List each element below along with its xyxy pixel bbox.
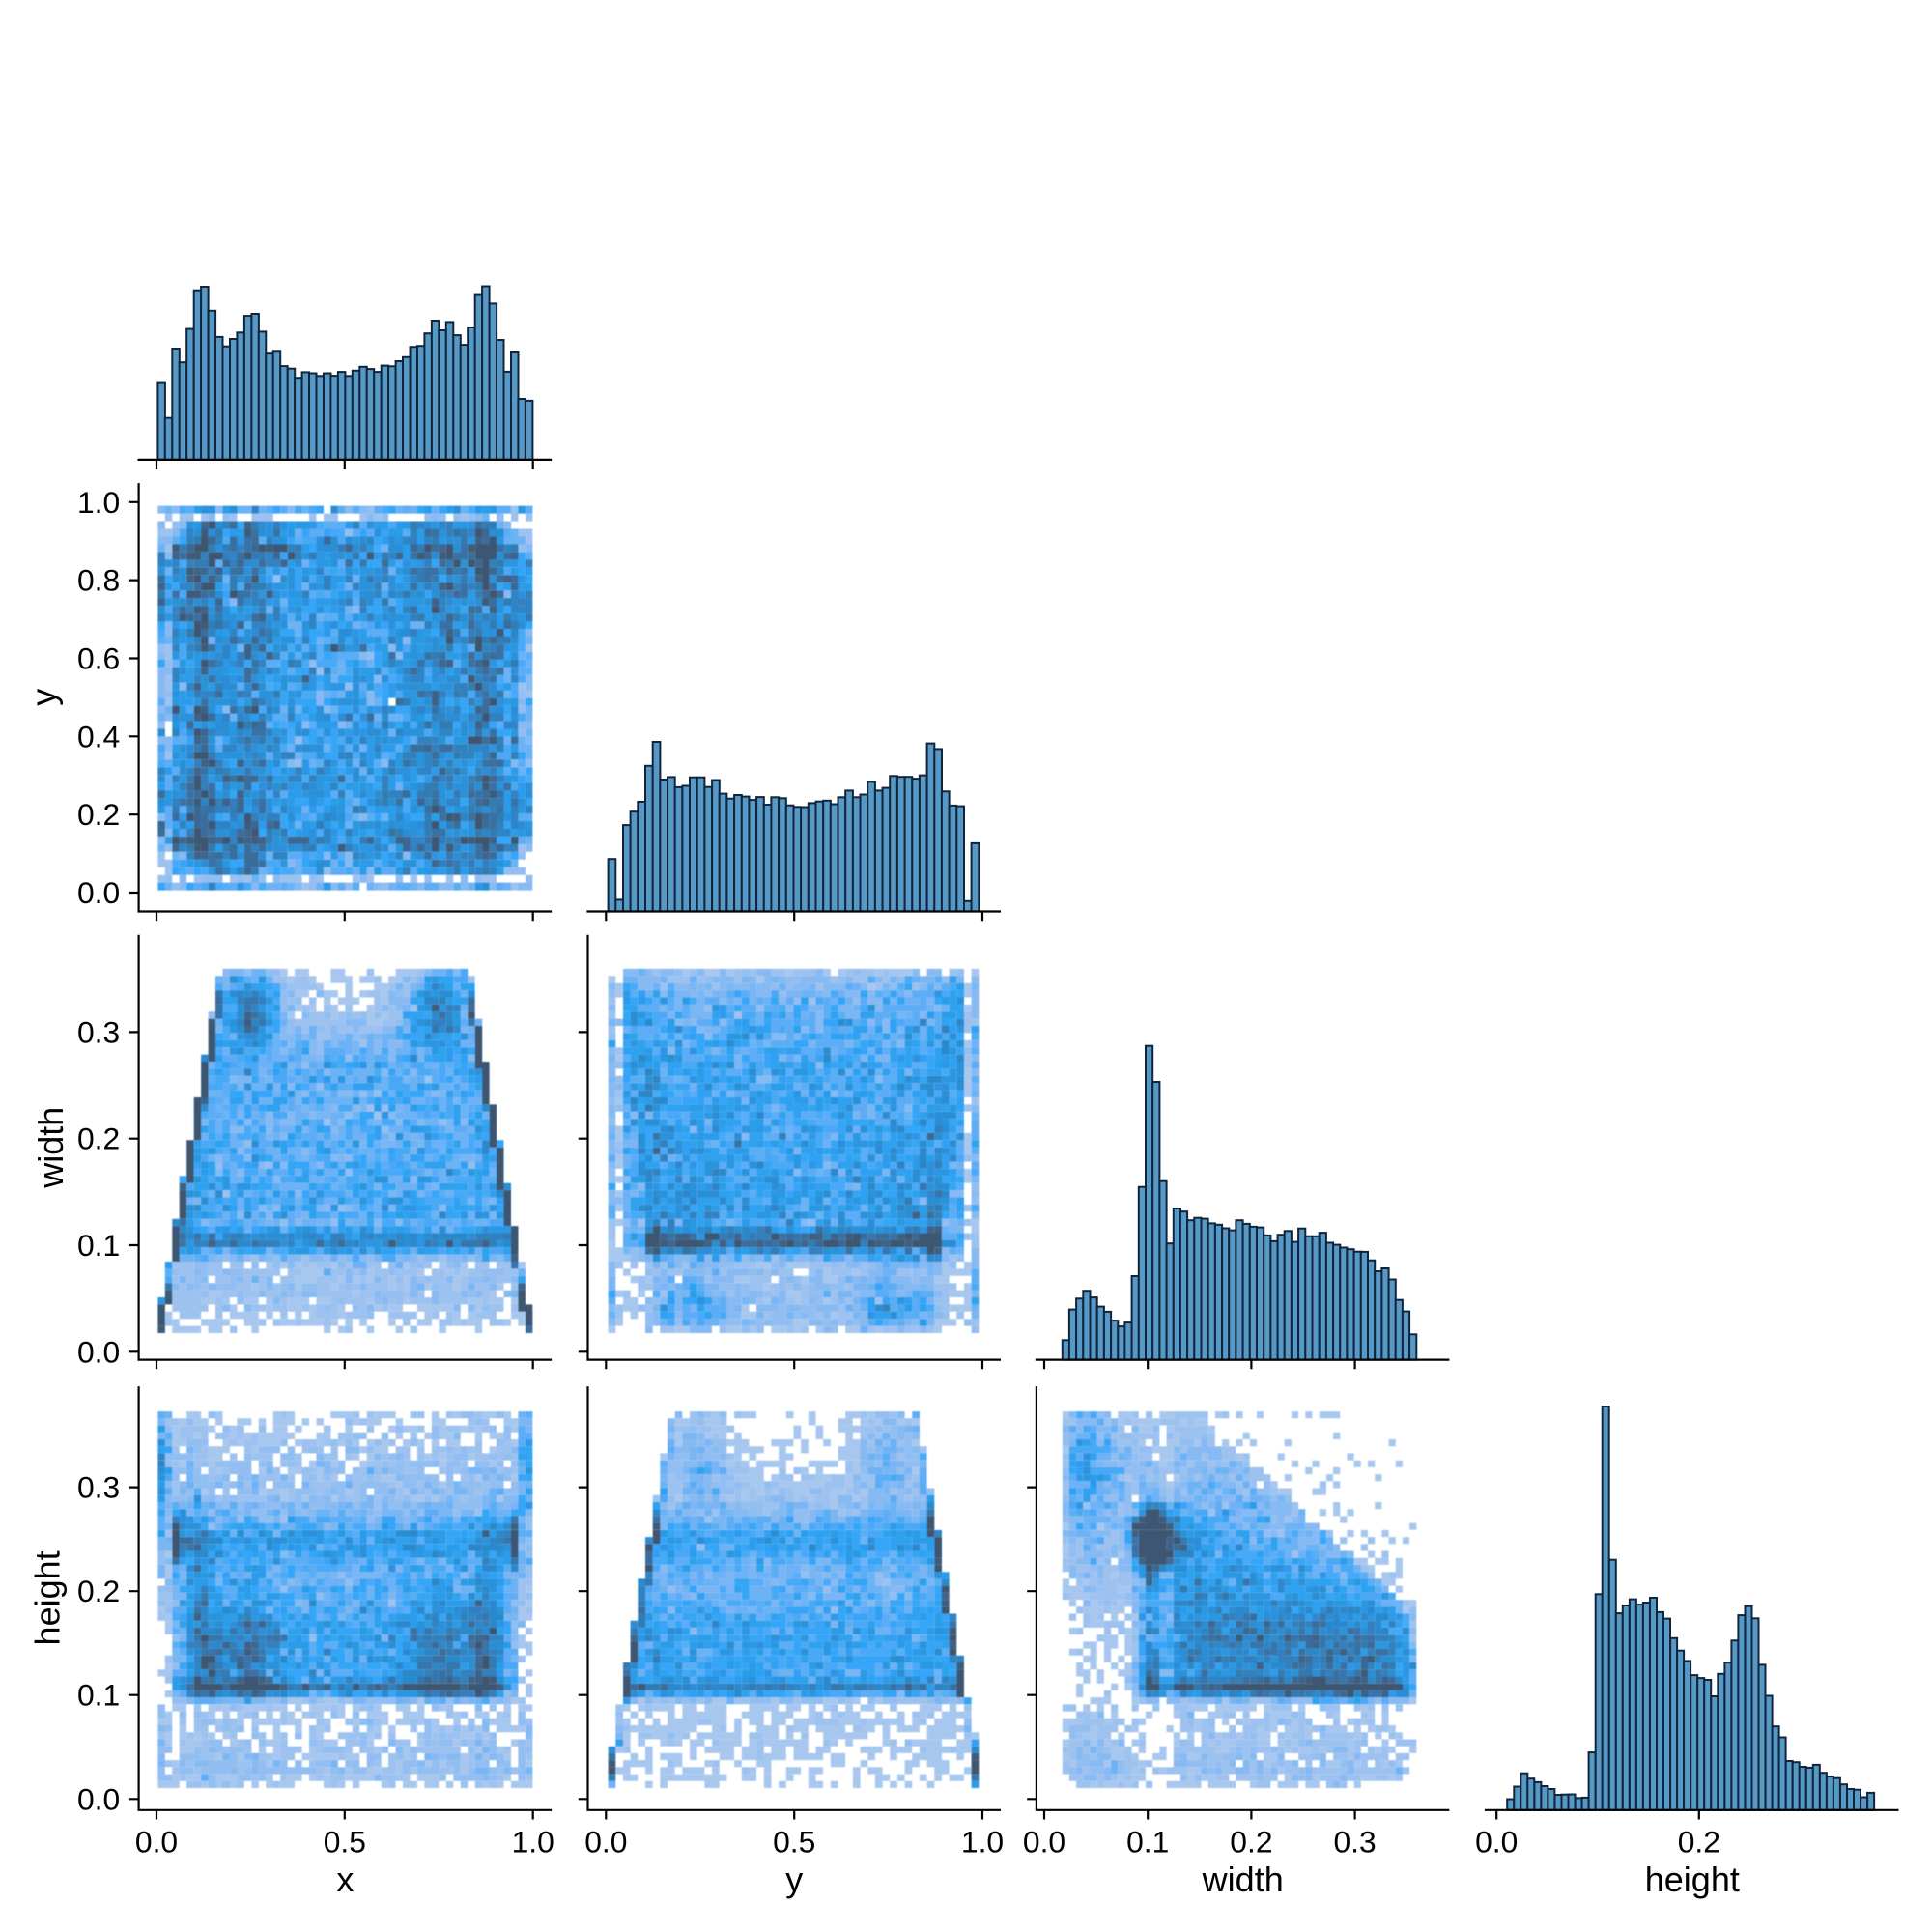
svg-text:0.3: 0.3 (77, 1014, 120, 1049)
svg-text:0.0: 0.0 (1023, 1824, 1065, 1859)
svg-text:0.1: 0.1 (77, 1228, 120, 1263)
svg-text:0.1: 0.1 (77, 1678, 120, 1713)
svg-text:0.0: 0.0 (584, 1824, 627, 1859)
svg-text:height: height (1645, 1860, 1740, 1899)
svg-text:0.0: 0.0 (77, 875, 120, 910)
svg-text:0.0: 0.0 (77, 1334, 120, 1369)
svg-text:y: y (785, 1860, 803, 1899)
svg-text:0.5: 0.5 (773, 1824, 815, 1859)
svg-text:0.3: 0.3 (1333, 1824, 1376, 1859)
svg-text:1.0: 1.0 (512, 1824, 554, 1859)
svg-text:1.0: 1.0 (961, 1824, 1004, 1859)
svg-text:0.4: 0.4 (77, 719, 120, 753)
svg-text:1.0: 1.0 (77, 485, 120, 520)
svg-text:0.2: 0.2 (1230, 1824, 1272, 1859)
svg-text:y: y (24, 689, 64, 706)
svg-text:width: width (1202, 1860, 1284, 1899)
svg-text:0.0: 0.0 (1475, 1824, 1518, 1859)
svg-text:0.0: 0.0 (135, 1824, 178, 1859)
svg-text:0.3: 0.3 (77, 1470, 120, 1505)
svg-text:x: x (336, 1860, 354, 1899)
svg-text:0.1: 0.1 (1126, 1824, 1169, 1859)
svg-text:0.6: 0.6 (77, 641, 120, 676)
svg-text:0.2: 0.2 (77, 797, 120, 832)
svg-text:0.2: 0.2 (77, 1574, 120, 1608)
svg-text:width: width (31, 1107, 71, 1189)
svg-text:0.8: 0.8 (77, 563, 120, 598)
svg-text:0.0: 0.0 (77, 1781, 120, 1816)
svg-text:0.2: 0.2 (1678, 1824, 1720, 1859)
svg-text:0.5: 0.5 (324, 1824, 366, 1859)
svg-text:0.2: 0.2 (77, 1122, 120, 1156)
svg-text:height: height (27, 1550, 67, 1645)
